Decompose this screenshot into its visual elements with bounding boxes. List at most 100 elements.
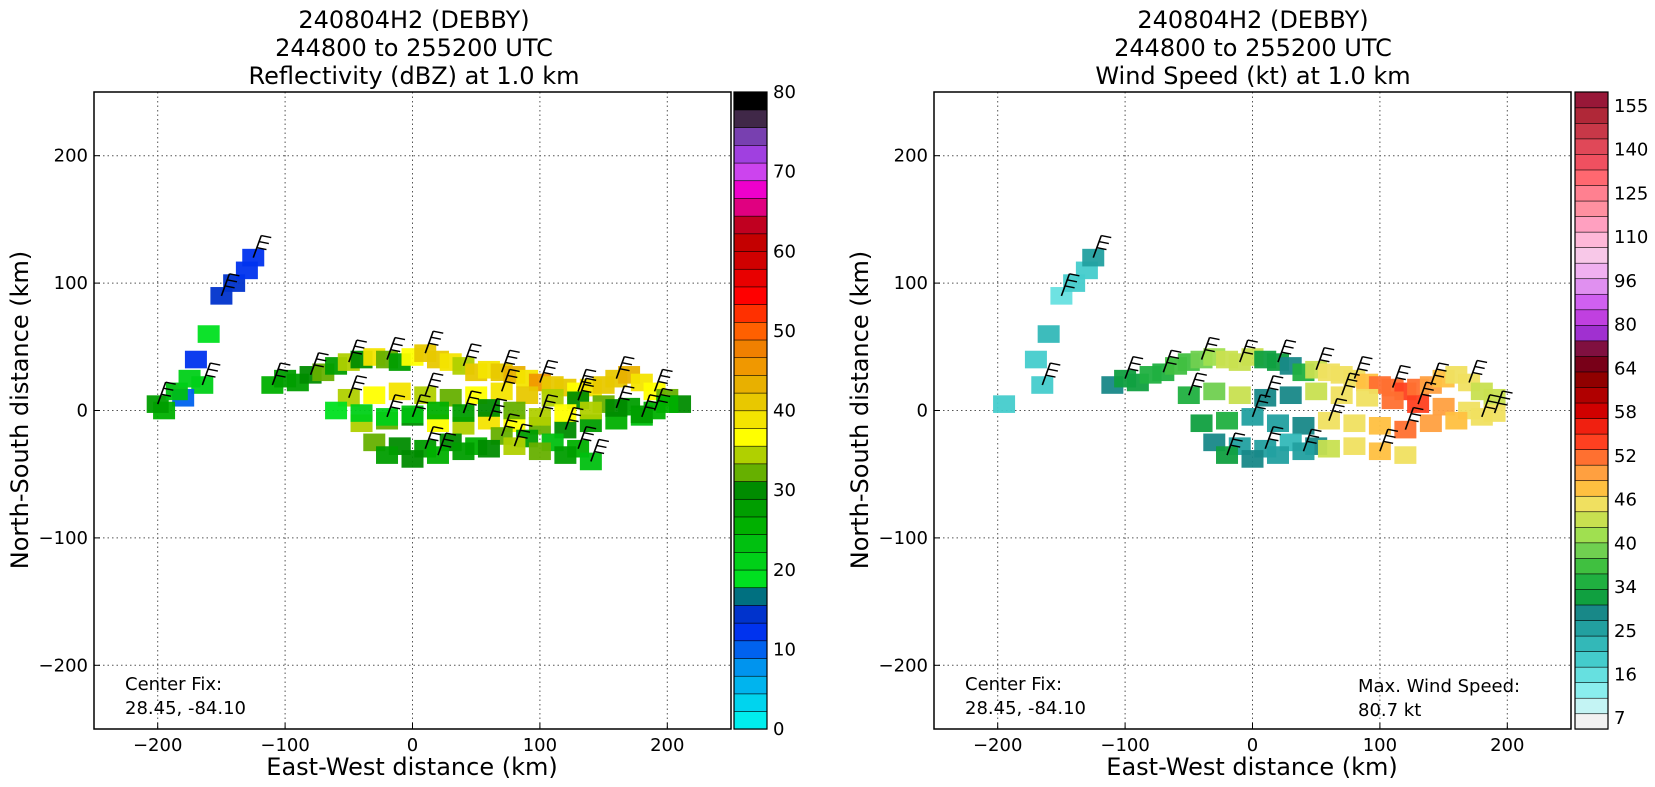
- reflectivity-center-fix-value: 28.45, -84.10: [125, 698, 246, 719]
- wind-barb-6: [1041, 362, 1061, 386]
- wind-barb-18: [1239, 339, 1258, 363]
- data-point-100: [630, 405, 653, 424]
- wind-barb-27: [462, 343, 482, 367]
- wind-barb-51: [500, 368, 520, 392]
- wind-barb-63: [1481, 394, 1500, 418]
- data-point-52: [1190, 414, 1213, 433]
- data-point-82: [452, 442, 475, 461]
- wind-barb-60: [411, 394, 431, 418]
- colorbar-tick-label-6: 52: [1614, 446, 1637, 467]
- colorbar-segment-39: [1574, 107, 1609, 124]
- y-tick-label-0: −200: [39, 655, 88, 676]
- colorbar-tick-label-5: 46: [1614, 490, 1637, 511]
- data-point-89: [350, 404, 373, 422]
- wind-barb-57: [1328, 398, 1348, 421]
- data-point-98: [579, 401, 602, 420]
- wind-barb-30: [1391, 364, 1411, 388]
- colorbar-segment-11: [1574, 542, 1609, 559]
- colorbar-segment-6: [733, 604, 768, 624]
- colorbar-segment-35: [1574, 169, 1609, 186]
- wind-barb-69: [1226, 432, 1246, 456]
- colorbar-segment-21: [733, 339, 768, 359]
- x-tick-label-1: −100: [260, 735, 309, 756]
- colorbar-tick-label-9: 80: [1614, 315, 1637, 336]
- colorbar-segment-21: [1574, 386, 1609, 404]
- data-point-49: [1432, 397, 1455, 416]
- wind-y-ticks: −200 −100 0 100 200: [879, 146, 940, 676]
- wind-barb-21: [1277, 339, 1297, 363]
- colorbar-tick-label-12: 125: [1614, 183, 1648, 204]
- data-point-99: [605, 399, 628, 417]
- wind-barb-9: [156, 381, 176, 405]
- colorbar-segment-18: [1574, 433, 1609, 450]
- wind-barb-48: [424, 372, 444, 396]
- colorbar-segment-0: [733, 711, 768, 730]
- colorbar-segment-28: [1574, 278, 1609, 295]
- colorbar-tick-label-0: 0: [773, 719, 784, 740]
- panel-wind-speed: 240804H2 (DEBBY) 244800 to 255200 UTC Wi…: [846, 6, 1648, 781]
- colorbar-frame: [733, 91, 768, 730]
- wind-barb-87: [590, 438, 609, 462]
- wind-barb-78: [577, 426, 597, 449]
- y-tick-label-0: −200: [879, 655, 928, 676]
- x-tick-label-0: −200: [133, 735, 182, 756]
- wind-barb-81: [437, 432, 457, 456]
- wind-title-line-2: 244800 to 255200 UTC: [1114, 34, 1392, 62]
- colorbar-tick-label-1: 16: [1614, 665, 1637, 686]
- reflectivity-wind-barbs: [156, 234, 673, 462]
- colorbar-tick-label-14: 155: [1614, 96, 1648, 117]
- wind-barb-54: [577, 377, 597, 401]
- wind-x-axis-label: East-West distance (km): [1106, 753, 1397, 781]
- colorbar-tick-label-8: 64: [1614, 358, 1637, 379]
- data-point-44: [1305, 382, 1328, 401]
- wind-barb-63: [488, 398, 508, 421]
- colorbar-segment-15: [1574, 480, 1609, 497]
- x-tick-label-4: 200: [650, 735, 684, 756]
- colorbar-segment-5: [733, 622, 768, 642]
- max-wind-speed-label: Max. Wind Speed:: [1358, 676, 1520, 697]
- colorbar-segment-4: [1574, 651, 1609, 668]
- wind-barb-69: [641, 394, 660, 418]
- data-point-53: [541, 388, 564, 407]
- reflectivity-y-axis-label: North-South distance (km): [6, 251, 34, 570]
- reflectivity-data-points: [146, 248, 692, 471]
- wind-barb-90: [386, 394, 406, 418]
- data-point-38: [1483, 388, 1506, 407]
- colorbar-tick-label-2: 20: [773, 560, 796, 581]
- colorbar-segment-1: [1574, 697, 1609, 715]
- colorbar-segment-13: [733, 480, 768, 500]
- colorbar-segment-8: [733, 569, 768, 589]
- colorbar-segment-29: [733, 197, 768, 217]
- data-point-5: [184, 350, 207, 369]
- colorbar-segment-19: [1574, 417, 1609, 435]
- wind-barb-33: [539, 359, 559, 383]
- colorbar-segment-18: [733, 392, 768, 412]
- colorbar-segment-31: [733, 162, 768, 182]
- colorbar-segment-32: [1574, 215, 1609, 233]
- wind-barb-93: [462, 390, 482, 414]
- colorbar-segment-29: [1574, 262, 1609, 280]
- x-tick-label-0: −200: [973, 735, 1022, 756]
- colorbar-segment-4: [733, 640, 768, 659]
- wind-barb-39: [615, 355, 635, 379]
- colorbar-segment-27: [733, 233, 768, 252]
- colorbar-tick-label-4: 40: [1614, 533, 1637, 554]
- colorbar-segment-26: [1574, 309, 1609, 326]
- wind-x-ticks: −200 −100 0 100 200: [973, 723, 1524, 756]
- wind-barb-57: [653, 387, 673, 411]
- wind-barb-45: [1340, 372, 1360, 396]
- colorbar-segment-22: [733, 321, 768, 341]
- wind-barb-36: [1468, 359, 1488, 383]
- wind-barb-42: [1264, 375, 1284, 399]
- wind-barb-9: [1124, 355, 1144, 379]
- wind-barb-66: [1264, 426, 1284, 449]
- colorbar-tick-label-13: 140: [1614, 140, 1648, 161]
- wind-barb-12: [1162, 349, 1182, 373]
- colorbar-segment-26: [733, 250, 768, 270]
- wind-barb-99: [615, 385, 635, 409]
- colorbar-segment-7: [1574, 604, 1609, 621]
- colorbar-segment-11: [733, 516, 768, 535]
- colorbar-segment-36: [1574, 153, 1609, 171]
- colorbar-segment-33: [733, 127, 768, 146]
